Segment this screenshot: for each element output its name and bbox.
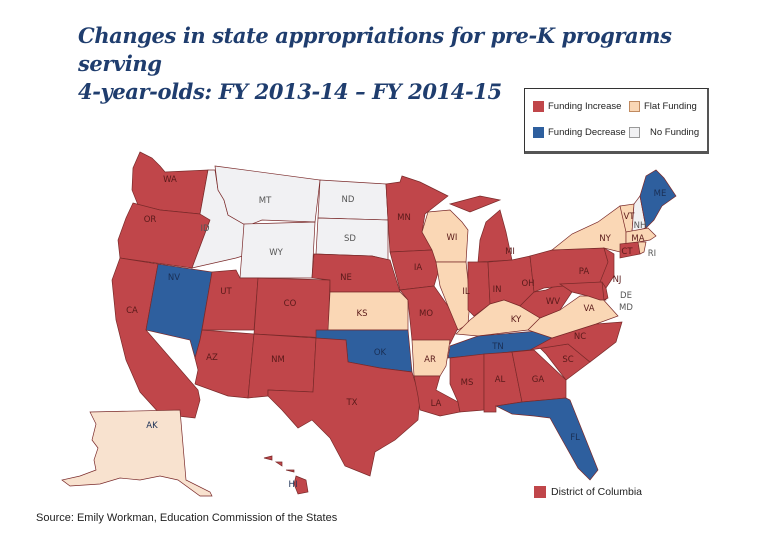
dc-label: District of Columbia (551, 486, 643, 498)
legend-label: Funding Decrease (548, 127, 626, 138)
legend-item-increase: Funding Increase (533, 101, 621, 112)
state-TX[interactable] (267, 337, 421, 477)
state-NY[interactable] (550, 205, 627, 253)
swatch-flat (629, 101, 640, 112)
swatch-increase (533, 101, 544, 112)
title-line-1: Changes in state appropriations for pre-… (78, 23, 672, 76)
state-KS[interactable] (327, 291, 409, 331)
state-ME[interactable] (639, 169, 677, 229)
legend-box: Funding Increase Flat Funding Funding De… (524, 88, 709, 154)
state-WY[interactable] (239, 221, 316, 279)
state-AR[interactable] (411, 339, 451, 377)
state-IA[interactable] (389, 249, 441, 291)
state-AK[interactable] (61, 409, 213, 497)
state-DE[interactable] (601, 281, 609, 301)
state-NM[interactable] (247, 333, 317, 399)
state-WA[interactable] (131, 151, 209, 215)
state-CO[interactable] (253, 277, 331, 339)
legend-item-flat: Flat Funding (629, 101, 697, 112)
state-FL[interactable] (494, 397, 599, 481)
swatch-decrease (533, 127, 544, 138)
state-SD[interactable] (315, 217, 389, 261)
state-MA[interactable] (625, 227, 657, 245)
legend-label: Funding Increase (548, 101, 622, 112)
state-CT[interactable] (619, 241, 641, 259)
legend-label: Flat Funding (644, 101, 697, 112)
state-MN[interactable] (385, 175, 449, 253)
title-line-2: 4-year-olds: FY 2013-14 – FY 2014-15 (78, 79, 502, 104)
legend-item-decrease: Funding Decrease (533, 127, 626, 138)
source-caption: Source: Emily Workman, Education Commiss… (36, 512, 338, 524)
state-GA[interactable] (511, 349, 567, 403)
state-MO[interactable] (399, 285, 459, 345)
swatch-none (629, 127, 640, 138)
legend-label: No Funding (650, 127, 700, 138)
map-title: Changes in state appropriations for pre-… (78, 22, 718, 106)
legend-item-none: No Funding (629, 127, 699, 138)
state-HI[interactable] (263, 455, 309, 495)
state-AZ[interactable] (194, 329, 255, 399)
dc-legend: District of Columbia (534, 486, 642, 498)
state-ND[interactable] (317, 179, 389, 221)
swatch-dc (534, 486, 546, 498)
state-RI[interactable] (637, 241, 647, 255)
